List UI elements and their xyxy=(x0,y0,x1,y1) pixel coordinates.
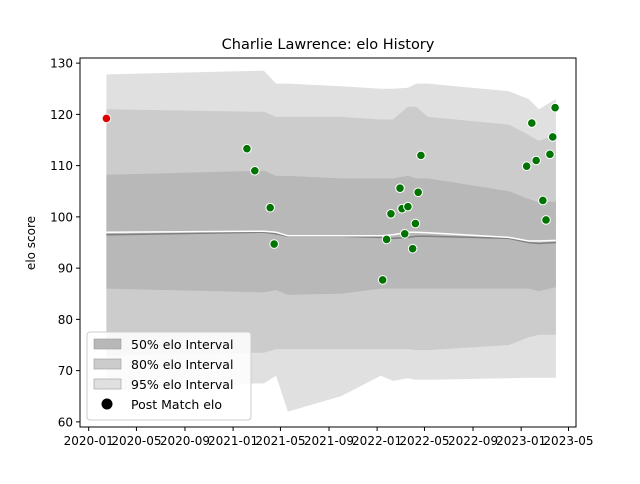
post-match-elo-point xyxy=(521,161,532,171)
post-match-elo-point xyxy=(413,187,423,198)
post-match-elo-point xyxy=(545,149,555,160)
legend-label: Post Match elo xyxy=(131,397,222,412)
legend-swatch-band-50 xyxy=(93,338,122,350)
legend: 50% elo Interval 80% elo Interval 95% elo … xyxy=(86,331,252,421)
y-tick-label: 70 xyxy=(58,364,73,378)
post-match-elo-point xyxy=(410,218,421,229)
y-tick-label: 100 xyxy=(50,210,73,224)
post-match-elo-point xyxy=(381,234,392,245)
band-50-interval xyxy=(106,170,556,295)
plot-area xyxy=(101,70,560,412)
legend-marker-post-match xyxy=(101,398,113,410)
post-match-elo-point xyxy=(547,132,558,142)
legend-label: 50% elo Interval xyxy=(131,337,233,352)
post-match-elo-point xyxy=(403,201,413,212)
axes: 60 70 80 90 100 110 120 130 2020-012020-052020-0… xyxy=(50,57,593,448)
x-tick-label: 2021-09 xyxy=(304,434,354,448)
x-tick-label: 2022-01 xyxy=(352,434,402,448)
y-tick-label: 130 xyxy=(50,57,73,71)
post-match-elo-point xyxy=(527,118,537,128)
x-tick-label: 2020-01 xyxy=(64,434,114,448)
median-elo-line xyxy=(106,230,556,242)
x-tick-label: 2021-05 xyxy=(255,434,305,448)
y-tick-label: 60 xyxy=(58,415,73,429)
post-match-elo-point xyxy=(399,228,410,239)
legend-swatch-band-80 xyxy=(93,358,122,370)
initial-elo-point xyxy=(101,113,112,124)
post-match-elo-point xyxy=(265,202,275,213)
y-tick-label: 90 xyxy=(58,262,73,276)
post-match-elo-point xyxy=(250,165,260,176)
x-tick-label: 2022-05 xyxy=(399,434,449,448)
post-match-elo-point xyxy=(269,239,279,249)
x-tick-label: 2020-05 xyxy=(111,434,161,448)
post-match-elo-point xyxy=(407,243,418,254)
y-axis-label: elo score xyxy=(24,216,38,270)
x-tick-label: 2021-01 xyxy=(208,434,258,448)
y-tick-label: 120 xyxy=(50,108,73,122)
post-match-elo-point xyxy=(531,155,541,166)
legend-swatch-band-95 xyxy=(93,378,122,390)
post-match-elo-point xyxy=(395,183,405,193)
plot-frame xyxy=(79,57,577,428)
post-match-elo-point xyxy=(538,195,548,206)
x-tick-label: 2023-05 xyxy=(543,434,593,448)
x-tick-label: 2022-09 xyxy=(448,434,498,448)
post-match-elo-point xyxy=(550,102,560,113)
legend-label: 80% elo Interval xyxy=(131,357,233,372)
post-match-elo-point xyxy=(541,215,551,225)
post-match-elo-point xyxy=(386,209,396,219)
x-tick-label: 2023-01 xyxy=(496,434,546,448)
post-match-elo-point xyxy=(416,150,426,161)
y-tick-label: 110 xyxy=(50,159,73,173)
y-tick-label: 80 xyxy=(58,313,73,327)
x-tick-label: 2020-09 xyxy=(160,434,210,448)
mean-elo-line xyxy=(106,231,556,245)
legend-box xyxy=(86,331,252,421)
legend-label: 95% elo Interval xyxy=(131,377,233,392)
post-match-elo-point xyxy=(242,143,252,154)
chart-title: Charlie Lawrence: elo History xyxy=(222,37,435,53)
post-match-elo-point xyxy=(377,275,388,285)
